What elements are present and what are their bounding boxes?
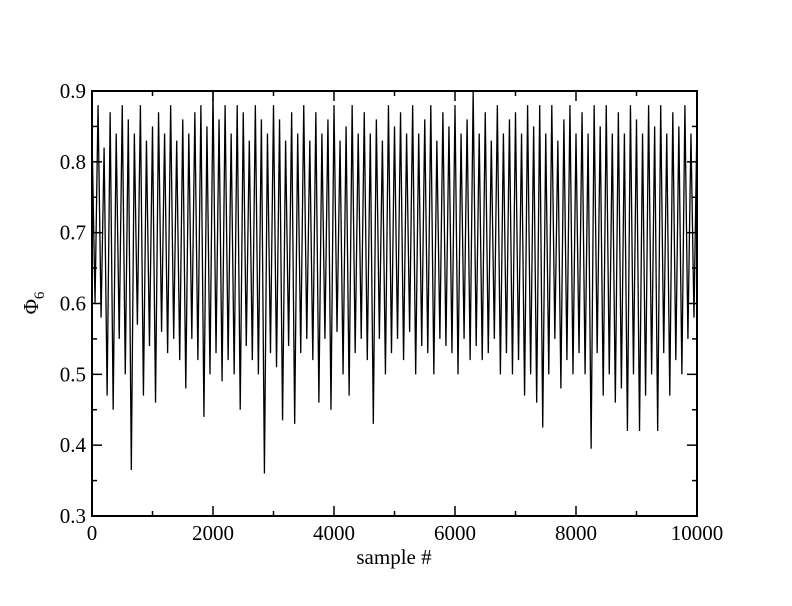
y-tick-label: 0.4 [60, 433, 87, 457]
x-axis-label: sample # [356, 545, 432, 569]
y-tick-label: 0.5 [60, 362, 86, 386]
plot-area [91, 90, 698, 474]
y-tick-label: 0.8 [60, 150, 86, 174]
x-tick-label: 10000 [671, 521, 724, 545]
y-axis-symbol: Φ [19, 299, 43, 314]
y-axis-label: Φ6 [19, 291, 48, 314]
y-tick-label: 0.6 [60, 292, 86, 316]
data-line [91, 90, 698, 474]
y-tick-label: 0.9 [60, 79, 86, 103]
y-tick-label: 0.7 [60, 221, 86, 245]
x-tick-label: 4000 [313, 521, 355, 545]
x-tick-label: 6000 [434, 521, 476, 545]
x-tick-label: 2000 [192, 521, 234, 545]
x-tick-label: 0 [87, 521, 98, 545]
x-tick-label: 8000 [555, 521, 597, 545]
y-axis-subscript: 6 [32, 291, 48, 299]
y-tick-label: 0.3 [60, 504, 86, 528]
